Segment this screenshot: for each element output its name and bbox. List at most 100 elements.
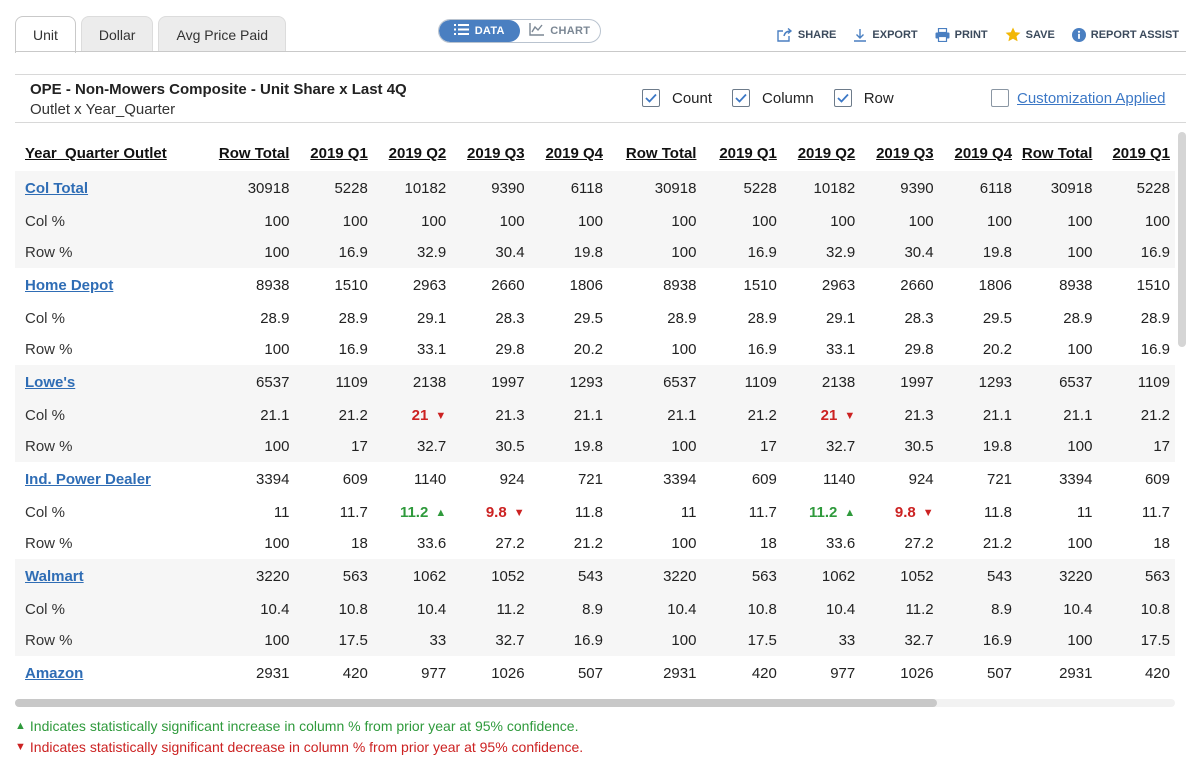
triangle-down-icon: ▼ [15, 741, 26, 753]
table-cell: 1026 [491, 665, 525, 682]
table-cell: 5228 [743, 180, 777, 197]
outlet-cell: Ind. Power Dealer [15, 462, 214, 497]
table-cell: 1062 [821, 568, 856, 585]
table-row: Amazon 2931 420 977 1026 507 2931 420 977 1026 507… [15, 656, 1175, 691]
column-header[interactable]: 2019 Q3 [467, 144, 525, 162]
table-cell: 11.7 [1141, 504, 1170, 521]
outlet-link[interactable]: Amazon [25, 665, 84, 682]
vertical-scrollbar[interactable] [1178, 132, 1186, 347]
table-cell: 17 [1153, 438, 1170, 455]
outlet-link[interactable]: Col Total [25, 180, 89, 197]
column-header[interactable]: 2019 Q3 [876, 144, 934, 162]
outlet-group: Lowe's 6537 1109 2138 1997 1293 6537 1109 2138 19… [15, 365, 1175, 462]
table-cell: 100 [671, 632, 697, 649]
customization-applied-checkbox[interactable]: Customization Applied [991, 89, 1165, 107]
table-cell: 420 [751, 665, 777, 682]
table-cell: 20.2 [573, 341, 603, 358]
checkbox-checked-icon [833, 89, 852, 107]
table-cell: 1140 [822, 471, 856, 488]
triangle-up-icon: ▲ [435, 507, 447, 519]
table-cell: 1806 [569, 277, 603, 294]
chart-view-button[interactable]: CHART [520, 20, 601, 42]
table-cell: 420 [342, 665, 368, 682]
column-header[interactable]: 2019 Q1 [1112, 144, 1170, 162]
outlet-link[interactable]: Walmart [25, 568, 84, 585]
column-header[interactable]: 2019 Q4 [954, 144, 1013, 162]
table-cell: 30.4 [904, 244, 934, 261]
table-cell: 6118 [570, 180, 603, 197]
tab-unit[interactable]: Unit [15, 16, 76, 53]
column-header[interactable]: Row Total [218, 144, 290, 162]
table-cell: 2931 [1059, 665, 1093, 682]
export-button[interactable]: EXPORT [853, 28, 918, 42]
table-cell: 28.3 [904, 310, 934, 327]
table-cell: 100 [342, 213, 368, 230]
table-cell: 21.3 [495, 407, 525, 424]
legend-increase: ▲ Indicates statistically significant in… [15, 718, 578, 734]
outlet-link[interactable]: Home Depot [25, 277, 114, 294]
column-header-outlet[interactable]: Year_Quarter Outlet [25, 144, 167, 162]
table-cell: 2138 [821, 374, 856, 391]
star-icon [1005, 27, 1021, 42]
tab-avg-price-paid[interactable]: Avg Price Paid [158, 16, 287, 52]
share-button[interactable]: SHARE [777, 27, 836, 42]
print-button[interactable]: PRINT [935, 27, 988, 42]
table-cell: 11.8 [574, 504, 603, 521]
table-cell: 28.9 [338, 310, 368, 327]
table-cell: 100 [671, 341, 697, 358]
table-cell: 21.1 [260, 407, 290, 424]
column-header[interactable]: 2019 Q4 [545, 144, 603, 162]
table-cell: 609 [342, 471, 368, 488]
table-row: Col % 100 100 100 100 100 100 100 100 100 100 100 10… [15, 206, 1175, 237]
table-cell: 6118 [979, 180, 1013, 197]
table-cell: 6537 [256, 374, 290, 391]
data-view-button[interactable]: DATA [439, 20, 520, 42]
table-cell: 33 [429, 632, 447, 649]
table-cell: 21.2 [338, 407, 368, 424]
table-cell: 19.8 [982, 244, 1013, 261]
report-assist-button[interactable]: REPORT ASSIST [1071, 27, 1179, 42]
table-cell: 507 [577, 665, 603, 682]
outlet-link[interactable]: Lowe's [25, 374, 76, 391]
column-header[interactable]: 2019 Q1 [719, 144, 777, 162]
column-header[interactable]: 2019 Q2 [797, 144, 856, 162]
data-table-container[interactable]: Year_Quarter Outlet Row Total 2019 Q1 2019 … [15, 123, 1175, 698]
tabs-divider [15, 51, 1186, 52]
column-header[interactable]: 2019 Q2 [388, 144, 447, 162]
outlet-link[interactable]: Ind. Power Dealer [25, 471, 151, 488]
column-header[interactable]: 2019 Q1 [310, 144, 368, 162]
column-header[interactable]: Row Total [1021, 144, 1093, 162]
column-checkbox[interactable]: Column [732, 89, 814, 107]
column-header[interactable]: Row Total [625, 144, 697, 162]
table-row: Col Total 30918 5228 10182 9390 6118 30918 5228… [15, 171, 1175, 206]
horizontal-scrollbar-thumb[interactable] [15, 699, 937, 707]
row-label: Col % [25, 213, 66, 230]
column-label: Column [762, 89, 814, 107]
count-checkbox[interactable]: Count [642, 89, 712, 107]
table-cell: 17 [760, 438, 777, 455]
table-cell: 21.1 [667, 407, 697, 424]
print-icon [935, 27, 950, 42]
table-cell: 609 [751, 471, 777, 488]
table-cell: 32.7 [826, 438, 856, 455]
save-button[interactable]: SAVE [1005, 27, 1055, 42]
outlet-group: Col Total 30918 5228 10182 9390 6118 30918 5228… [15, 171, 1175, 268]
customization-applied-link[interactable]: Customization Applied [1017, 89, 1166, 107]
row-checkbox[interactable]: Row [833, 89, 894, 107]
tab-dollar[interactable]: Dollar [80, 16, 154, 52]
table-cell: 21.3 [904, 407, 934, 424]
outlet-cell: Amazon [15, 656, 214, 691]
display-options: Count Column Row [642, 89, 894, 107]
table-cell: 543 [987, 568, 1013, 585]
table-cell: 977 [421, 665, 447, 682]
legend-decrease-text: Indicates statistically significant decr… [29, 739, 584, 755]
header-divider [15, 122, 1186, 123]
row-label: Col % [25, 310, 66, 327]
table-cell: 21.2 [1140, 407, 1170, 424]
table-cell: 16.9 [747, 341, 777, 358]
chart-icon [529, 23, 545, 39]
table-cell: 5228 [334, 180, 368, 197]
data-view-label: DATA [474, 25, 505, 37]
row-label: Row % [25, 438, 73, 455]
export-icon [853, 28, 867, 42]
